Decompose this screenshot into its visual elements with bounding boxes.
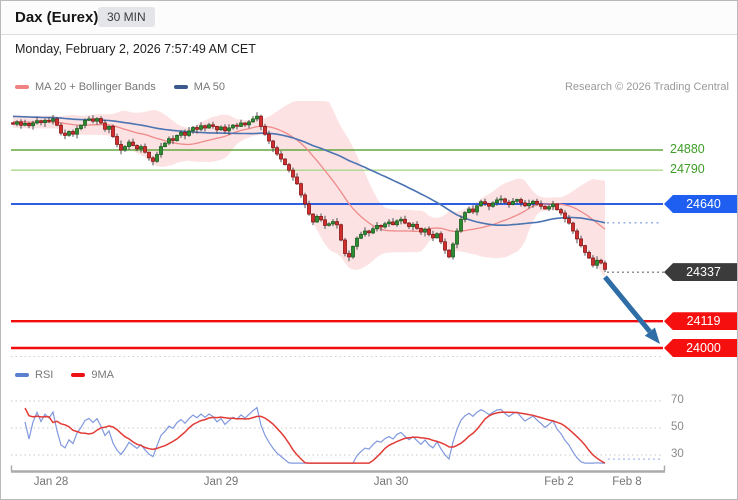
- rsi-lines: [24, 406, 661, 464]
- timeframe-badge: 30 MIN: [98, 7, 155, 27]
- rsi-9ma-swatch-icon: [71, 373, 86, 377]
- rsi-swatch-icon: [15, 373, 29, 377]
- price-level-label-resistance-2: 24790: [670, 162, 705, 177]
- main-chart-legend: MA 20 + Bollinger Bands MA 50: [15, 81, 243, 93]
- ma20-bollinger-legend-label: MA 20 + Bollinger Bands: [35, 81, 156, 93]
- x-axis-label-jan29: Jan 29: [203, 476, 239, 488]
- x-axis-label-feb2: Feb 2: [544, 476, 574, 488]
- x-axis-label-feb8: Feb 8: [612, 476, 642, 488]
- rsi-legend-label: RSI: [35, 369, 54, 381]
- header-bar: Dax (Eurex) 30 MIN: [1, 1, 737, 35]
- ma50-legend-label: MA 50: [193, 81, 225, 93]
- price-levels: [11, 149, 665, 350]
- rsi-gridlines: [11, 400, 663, 456]
- rsi-panel-legend: RSI 9MA: [15, 369, 132, 381]
- copyright-text: Research © 2026 Trading Central: [564, 81, 729, 93]
- rsi-9ma-legend-label: 9MA: [91, 369, 114, 381]
- price-level-tag-pivot: 24640: [664, 195, 737, 213]
- price-level-tag-support-2: 24000: [664, 339, 737, 357]
- rsi-tick-30: 30: [671, 448, 684, 460]
- candlesticks: [11, 112, 607, 272]
- instrument-title: Dax (Eurex): [15, 9, 99, 26]
- price-level-label-resistance-1: 24880: [670, 141, 705, 156]
- ma50-swatch-icon: [173, 85, 188, 89]
- bollinger-band: [13, 101, 605, 278]
- rsi-tick-50: 50: [671, 421, 684, 433]
- x-axis-label-jan28: Jan 28: [33, 476, 69, 488]
- moving-averages: [12, 115, 661, 233]
- ma20-bollinger-swatch-icon: [15, 85, 29, 89]
- chart-datetime: Monday, February 2, 2026 7:57:49 AM CET: [15, 42, 256, 56]
- price-level-tag-last-price: 24337: [664, 263, 737, 282]
- bearish-projection-arrow: [603, 275, 660, 344]
- rsi-tick-70: 70: [671, 394, 684, 406]
- x-axis-label-jan30: Jan 30: [373, 476, 409, 488]
- price-level-tag-support-1: 24119: [664, 312, 737, 331]
- time-axis: [10, 465, 666, 473]
